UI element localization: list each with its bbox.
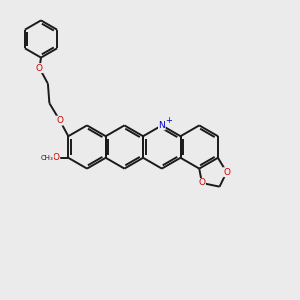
Text: O: O [223, 168, 230, 177]
Text: O: O [56, 116, 63, 125]
Text: O: O [198, 178, 206, 188]
Text: CH₃: CH₃ [41, 155, 54, 161]
Text: +: + [165, 116, 172, 124]
Text: N: N [158, 121, 165, 130]
Text: O: O [53, 153, 60, 162]
Text: O: O [36, 64, 43, 73]
